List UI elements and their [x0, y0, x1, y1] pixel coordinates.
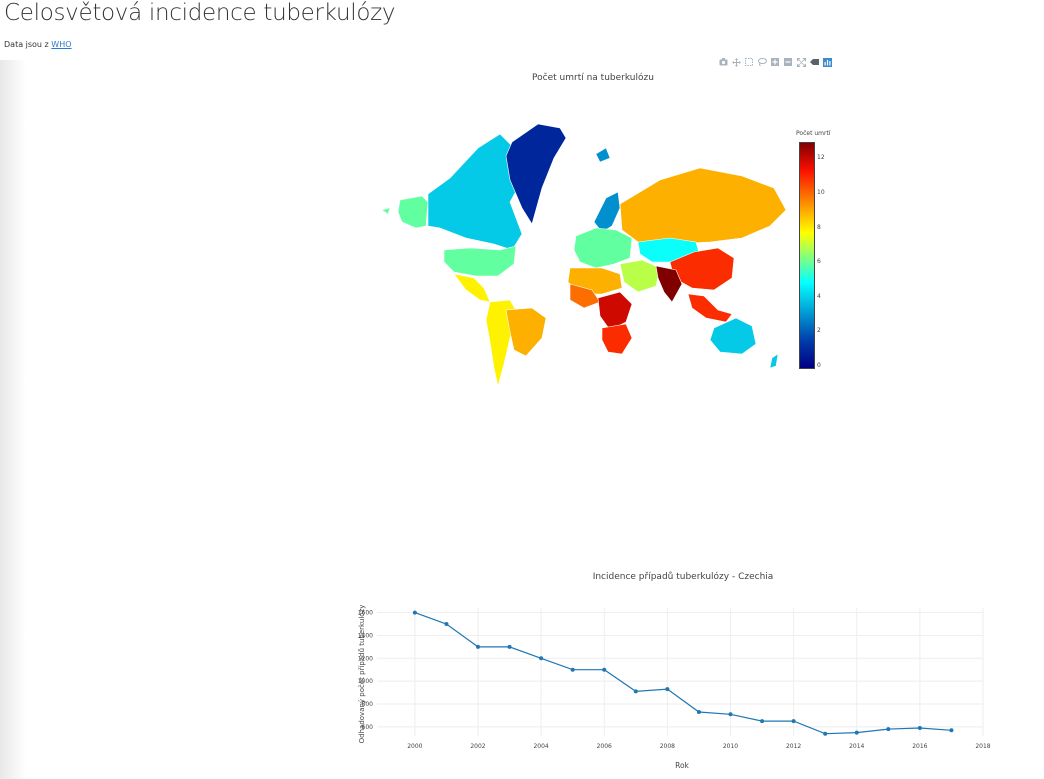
map-title: Počet umrtí na tuberkulózu: [532, 73, 654, 83]
data-point[interactable]: [696, 710, 701, 714]
data-point[interactable]: [886, 727, 891, 732]
data-point[interactable]: [602, 667, 607, 672]
data-point[interactable]: [412, 610, 417, 615]
x-tick-label: 2010: [723, 743, 738, 750]
x-axis-label: Rok: [675, 761, 689, 770]
data-point[interactable]: [823, 731, 828, 736]
colorbar-gradient: [799, 142, 815, 369]
y-tick-label: 1600: [358, 610, 373, 617]
map-region-greenland: [505, 123, 567, 225]
autoscale-icon[interactable]: [796, 57, 806, 67]
y-tick-label: 1400: [358, 632, 373, 639]
source-prefix: Data jsou z: [4, 40, 52, 49]
colorbar-title: Počet umrtí: [796, 130, 831, 137]
data-point[interactable]: [633, 689, 638, 694]
source-note: Data jsou z WHO: [4, 40, 72, 49]
data-point[interactable]: [917, 726, 922, 730]
y-tick-label: 1200: [358, 655, 373, 662]
map-region-iceland: [595, 147, 611, 163]
map-region-europe: [573, 227, 633, 269]
y-tick-label: 800: [362, 701, 374, 708]
line-chart-title: Incidence případů tuberkulózy - Czechia: [592, 572, 774, 582]
camera-icon[interactable]: [718, 57, 728, 67]
map-region-australia: [709, 317, 757, 355]
x-tick-label: 2016: [912, 743, 927, 750]
who-link[interactable]: WHO: [51, 40, 72, 49]
map-region-scandinavia: [593, 191, 621, 233]
map-region-southeast-asia: [687, 293, 733, 323]
x-tick-label: 2012: [786, 743, 801, 750]
x-tick-label: 2006: [597, 743, 612, 750]
map-region-russia: [619, 167, 787, 245]
data-point[interactable]: [665, 687, 670, 692]
page-title: Celosvětová incidence tuberkulózy: [4, 0, 396, 26]
data-point[interactable]: [476, 644, 480, 649]
map-region-canada: [427, 133, 523, 251]
map-region-central-africa: [597, 291, 633, 331]
x-tick-label: 2004: [533, 743, 548, 750]
pan-icon[interactable]: [731, 57, 741, 67]
data-point[interactable]: [570, 667, 575, 672]
reset-icon[interactable]: [809, 57, 819, 67]
colorbar-tick: 8: [817, 224, 821, 231]
x-tick-label: 2008: [660, 743, 675, 750]
colorbar-tick: 6: [817, 258, 821, 265]
map-region-west-africa: [569, 283, 601, 309]
zoom-out-icon[interactable]: [783, 57, 793, 67]
map-region-alaska-tip: [381, 207, 391, 215]
x-tick-label: 2002: [470, 743, 485, 750]
data-point[interactable]: [854, 730, 859, 735]
map-region-middle-east: [619, 259, 661, 293]
x-tick-label: 2018: [975, 743, 990, 750]
tb-incidence-line-chart[interactable]: 600 800 1000 1200 1400 1600 2000 2002 2004 2006 20…: [355, 600, 995, 775]
data-point[interactable]: [949, 728, 954, 733]
y-tick-label: 600: [362, 724, 374, 731]
x-tick-label: 2014: [849, 743, 864, 750]
map-region-mexico: [453, 273, 491, 303]
zoom-in-icon[interactable]: [770, 57, 780, 67]
colorbar-tick: 10: [817, 189, 825, 196]
data-point[interactable]: [728, 712, 733, 717]
map-region-usa: [443, 245, 517, 277]
x-tick-label: 2000: [407, 743, 422, 750]
data-point[interactable]: [507, 644, 512, 649]
map-region-brazil: [505, 307, 547, 357]
data-point[interactable]: [791, 719, 796, 724]
data-point[interactable]: [760, 719, 765, 724]
sidebar-shadow: [0, 60, 26, 779]
lasso-select-icon[interactable]: [757, 57, 767, 67]
y-tick-label: 1000: [358, 678, 373, 685]
box-select-icon[interactable]: [744, 57, 754, 67]
plotly-logo-icon[interactable]: [822, 57, 832, 67]
colorbar-tick: 12: [817, 154, 825, 161]
series-line: [414, 612, 952, 735]
chart-modebar: [718, 56, 832, 68]
map-region-new-zealand: [769, 353, 779, 369]
data-point[interactable]: [539, 656, 544, 661]
world-choropleth-map[interactable]: [370, 118, 790, 393]
data-point[interactable]: [444, 622, 449, 626]
map-region-alaska: [397, 195, 429, 229]
map-colorbar: Počet umrtí 0 2 4 6 8 10 12: [796, 128, 836, 378]
y-axis-label: Odhadovaný počet případů tuberkulózy: [358, 605, 366, 744]
colorbar-tick: 0: [817, 362, 821, 369]
colorbar-tick: 4: [817, 293, 821, 300]
map-region-india: [655, 265, 683, 303]
map-region-southern-africa: [601, 323, 633, 355]
colorbar-tick: 2: [817, 327, 821, 334]
